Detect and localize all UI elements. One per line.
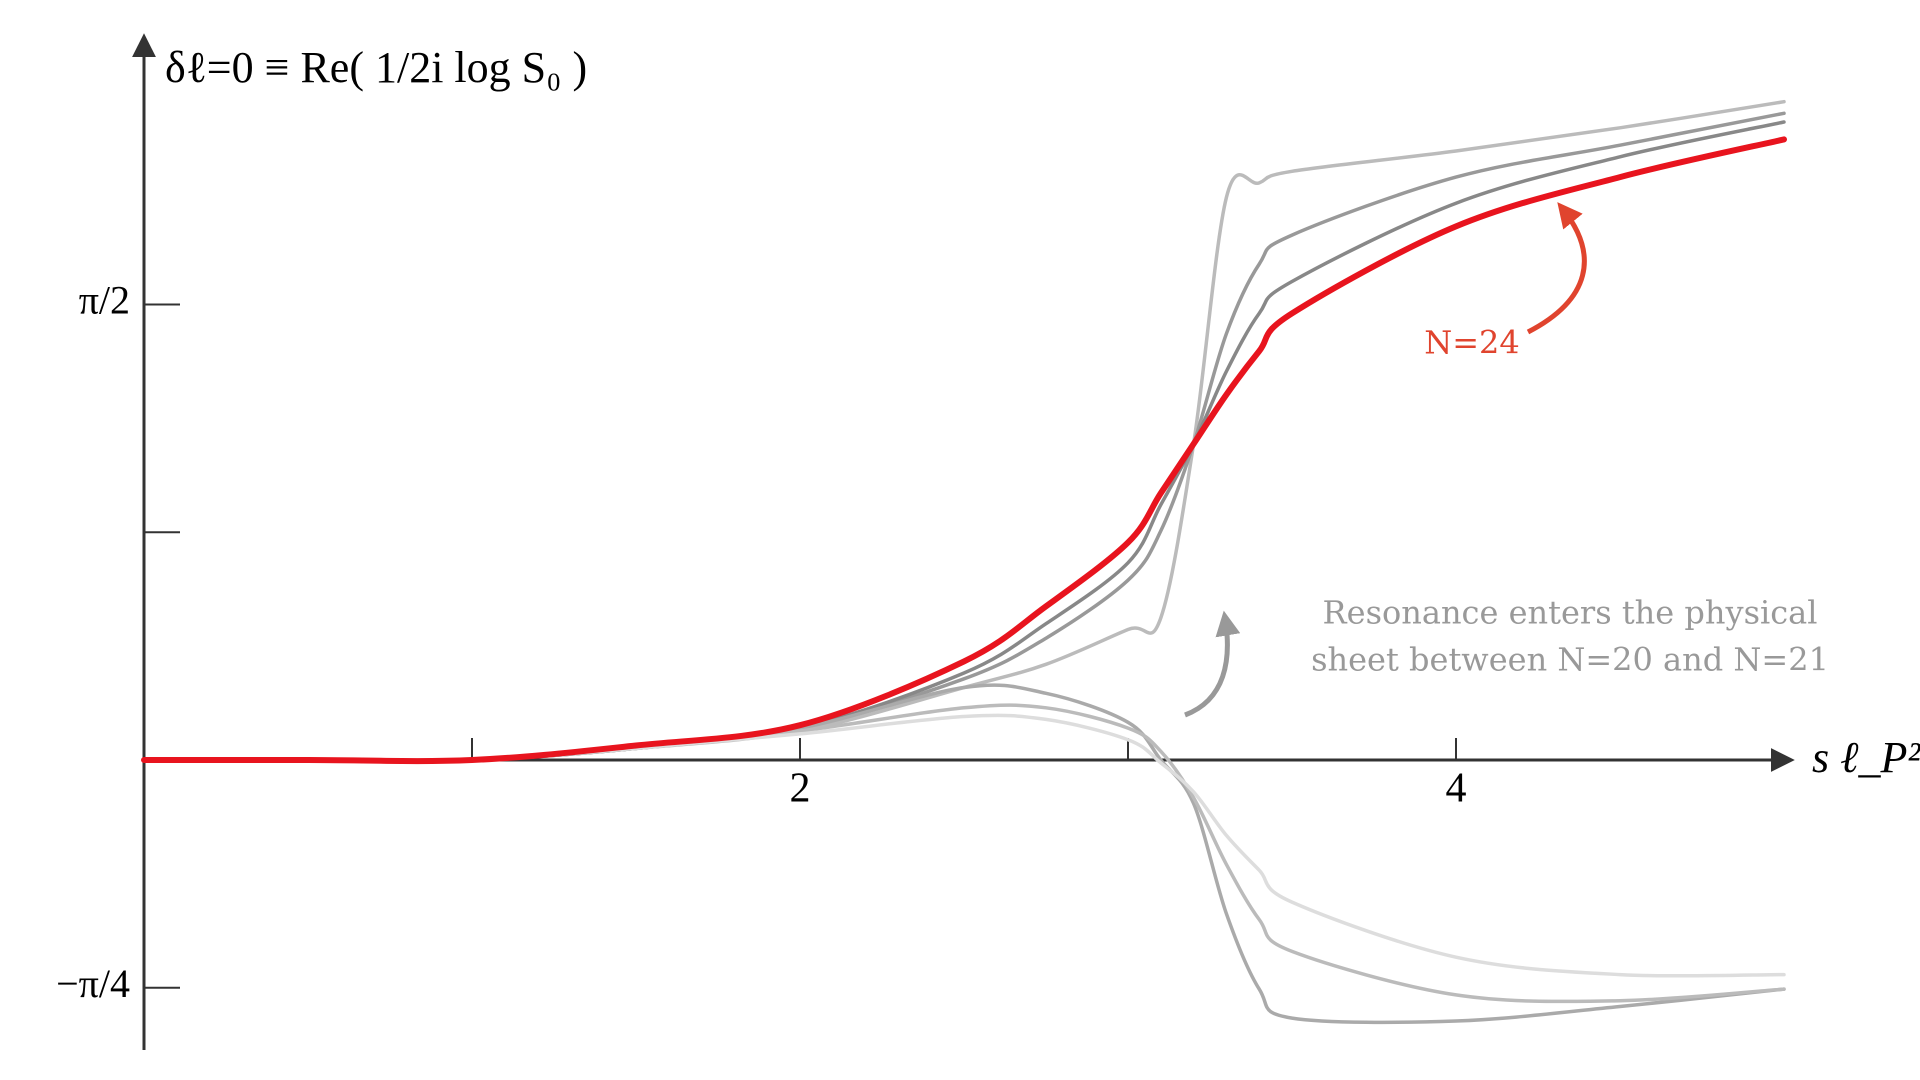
annotation-arrow (1526, 202, 1587, 335)
annotation-arrow (1184, 610, 1241, 718)
y-tick-label: −π/4 (56, 961, 130, 1006)
annotation: sheet between N=20 and N=21 (1311, 641, 1829, 679)
series-line (141, 136, 1787, 765)
series-annotation: N=24 (1424, 324, 1520, 362)
y-axis-title: δℓ=0 ≡ Re( 1/2i log S₀ ) (165, 43, 587, 92)
axes (132, 33, 1795, 1050)
annotation: Resonance enters the physical (1323, 594, 1818, 632)
x-tick-label: 4 (1446, 766, 1467, 812)
series-line (142, 713, 1786, 978)
series-line (142, 683, 1786, 1025)
series-line (142, 703, 1786, 1004)
x-axis-title: s ℓ_P² (1812, 733, 1920, 782)
x-tick-label: 2 (790, 766, 811, 812)
y-tick-label: π/2 (79, 278, 130, 323)
